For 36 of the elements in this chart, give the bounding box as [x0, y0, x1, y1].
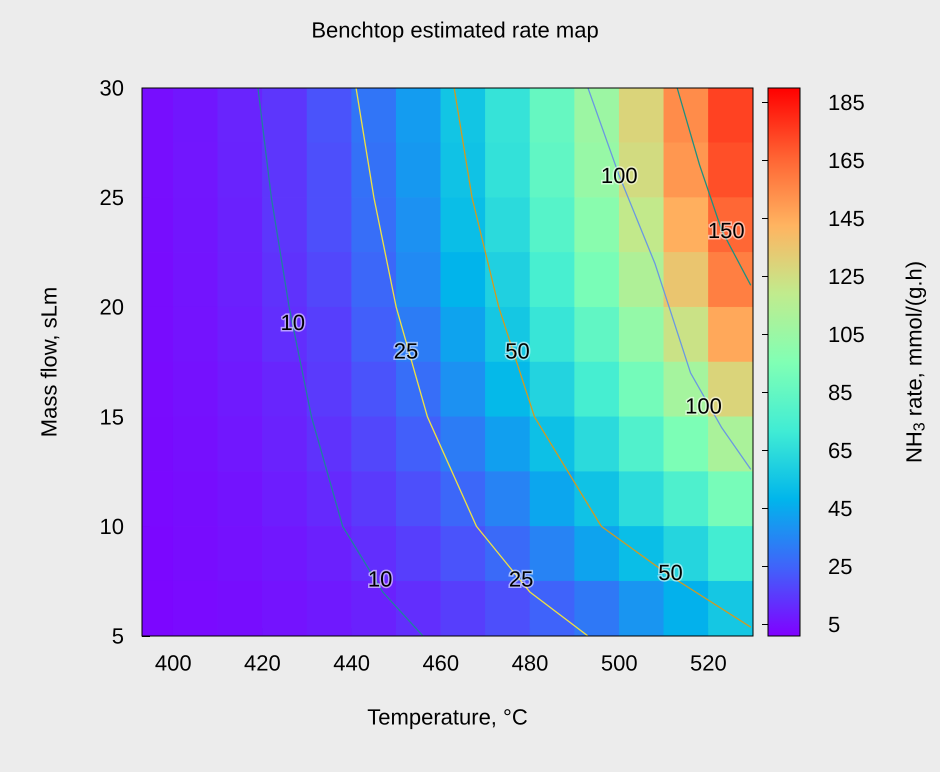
x-tick-label: 440: [333, 650, 370, 676]
color-bar-label: 65: [828, 438, 852, 463]
x-tick-label: 400: [154, 650, 192, 676]
color-bar-label: 85: [828, 380, 852, 405]
annotation: 100: [600, 163, 638, 188]
annotation: 100: [685, 393, 722, 418]
y-axis-title: Mass flow, sLm: [36, 286, 62, 438]
line-series: [355, 87, 589, 637]
x-tick-label: 500: [600, 650, 638, 676]
y-tick-label: 15: [100, 404, 124, 430]
color-bar-label: 165: [828, 148, 865, 173]
line-series: [257, 87, 424, 637]
color-bar-label: 45: [828, 496, 852, 521]
x-tick-label: 480: [512, 650, 548, 676]
x-tick-label: 460: [422, 650, 460, 676]
y-tick-label: 20: [100, 294, 124, 320]
x-tick-label: 420: [244, 650, 281, 676]
color-bar-label: 105: [828, 322, 865, 347]
color-bar-label: 5: [828, 612, 840, 637]
color-bar-label: 145: [828, 206, 865, 231]
y-tick-label: 5: [112, 624, 124, 648]
chart-title: Benchtop estimated rate map: [311, 18, 599, 42]
color-bar-label: 125: [828, 264, 865, 289]
y-tick-label: 10: [100, 514, 124, 539]
line-series: [587, 87, 752, 470]
line-series: [454, 87, 752, 628]
annotation: 10: [368, 566, 392, 592]
color-bar-title: NH3 rate, mmol/(g.h): [902, 260, 928, 464]
y-tick-label: 30: [100, 76, 124, 100]
color-bar-label: 185: [828, 90, 865, 115]
x-axis-title: Temperature, °C: [367, 704, 528, 730]
x-tick-label: 520: [690, 650, 727, 676]
y-tick-label: 25: [100, 185, 124, 210]
color-bar-label: 25: [828, 554, 852, 579]
line-series: [676, 87, 752, 286]
annotation: 10: [280, 310, 305, 336]
